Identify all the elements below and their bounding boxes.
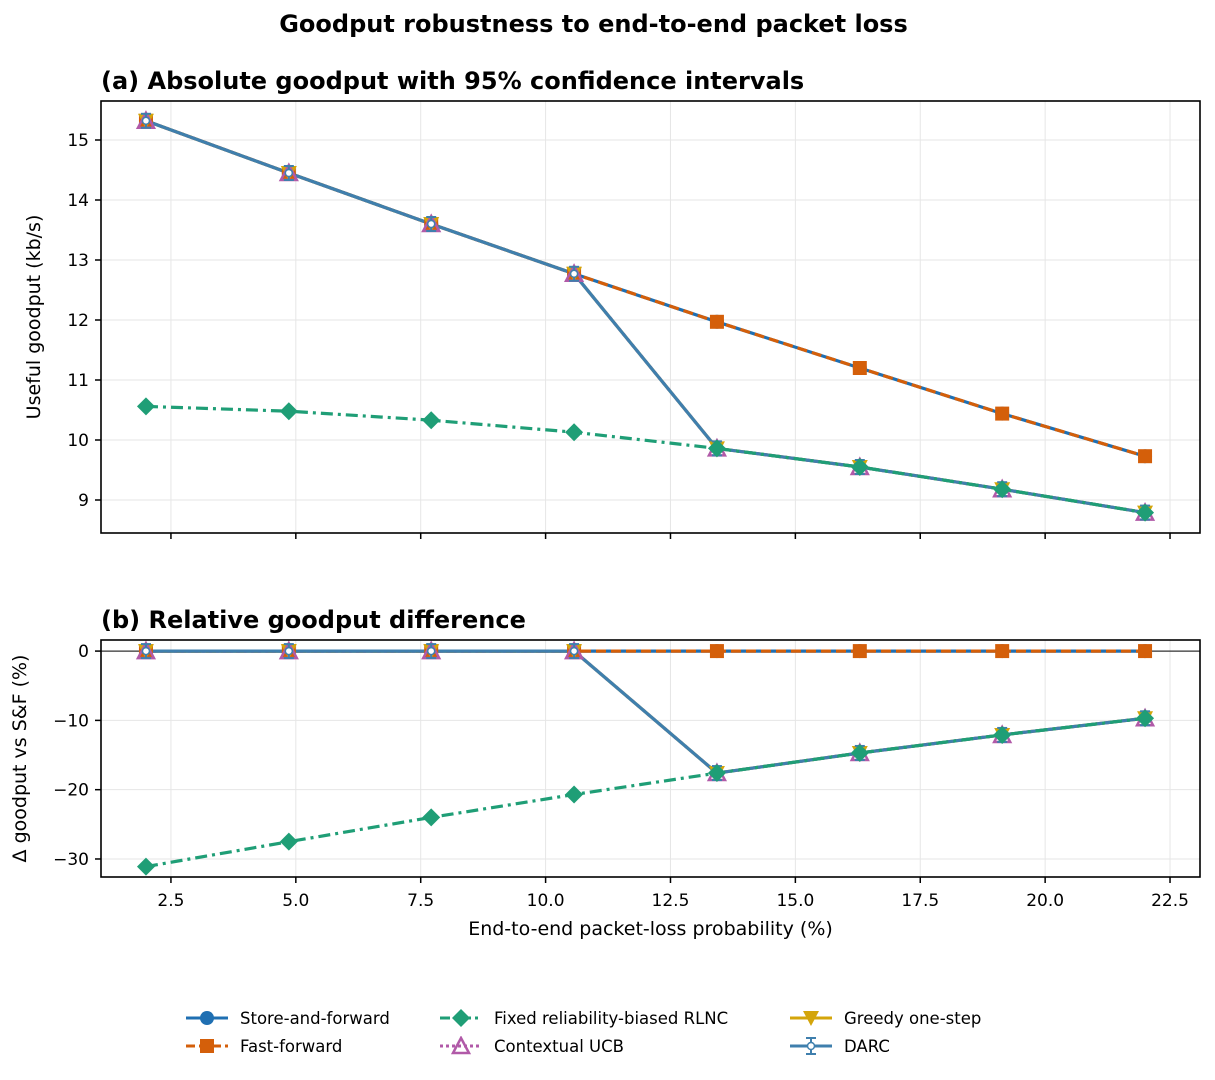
x-tick-label: 15.0 [776, 891, 814, 911]
data-point-fixed-rlnc [422, 411, 441, 430]
y-tick-label: 9 [78, 491, 89, 511]
data-point-fast-forward [852, 644, 867, 659]
data-point-fixed-rlnc [993, 725, 1012, 744]
y-tick-label: 14 [67, 191, 89, 211]
data-point-fixed-rlnc [850, 743, 869, 762]
y-axis-label: Useful goodput (kb/s) [23, 215, 45, 420]
data-point-fast-forward [995, 406, 1010, 421]
x-tick-label: 10.0 [527, 891, 565, 911]
y-axis-label: Δ goodput vs S&F (%) [9, 655, 31, 863]
data-point-darc [426, 219, 436, 229]
x-tick-label: 17.5 [901, 891, 939, 911]
data-point-darc [141, 646, 151, 656]
y-tick-label: −20 [53, 781, 89, 801]
legend-item-greedy: Greedy one-step [788, 1008, 981, 1028]
legend-marker-diamond-icon [440, 1009, 482, 1027]
x-tick-label: 22.5 [1151, 891, 1189, 911]
series-line-fast-forward [145, 119, 1146, 458]
data-point-darc [141, 116, 151, 126]
legend-label: Store-and-forward [240, 1008, 390, 1028]
y-tick-label: 10 [67, 431, 89, 451]
y-tick-label: 11 [67, 371, 89, 391]
data-point-fast-forward [995, 644, 1010, 659]
legend-label: Contextual UCB [494, 1036, 624, 1056]
legend-label: Fixed reliability-biased RLNC [494, 1008, 729, 1028]
data-point-fast-forward [709, 314, 724, 329]
data-point-darc [569, 269, 579, 279]
data-point-fast-forward [1138, 449, 1153, 464]
legend-marker-square-icon [186, 1039, 228, 1053]
panel-a: 9 10 11 12 13 14 15 (a) Absolute goodput with 9… [23, 67, 1201, 539]
data-point-fast-forward [1138, 644, 1153, 659]
legend-label: Greedy one-step [844, 1008, 982, 1028]
panel-b: 2.5 5.0 7.5 10.0 12.5 15.0 17.5 20.0 22.5 0 −10 −20… [9, 606, 1201, 940]
data-point-fixed-rlnc [279, 832, 298, 851]
legend-label: DARC [844, 1036, 890, 1056]
panel-title: (a) Absolute goodput with 95% confidence… [101, 67, 804, 95]
data-point-fixed-rlnc [850, 458, 869, 476]
x-tick-label: 2.5 [157, 891, 184, 911]
data-point-darc [569, 646, 579, 656]
data-point-darc [284, 168, 294, 178]
data-point-fixed-rlnc [279, 402, 298, 421]
data-point-fixed-rlnc [707, 439, 726, 458]
data-point-fixed-rlnc [565, 423, 584, 442]
x-tick-label: 12.5 [652, 891, 690, 911]
data-point-fixed-rlnc [1136, 503, 1155, 522]
legend-marker-triangle-down-icon [790, 1011, 832, 1026]
chart-canvas: 9 10 11 12 13 14 15 (a) Absolute goodput with 9… [9, 67, 1201, 940]
data-point-fixed-rlnc [136, 857, 155, 876]
panel-title: (b) Relative goodput difference [101, 606, 526, 634]
legend-item-darc: DARC [788, 1036, 890, 1056]
data-point-fixed-rlnc [1136, 709, 1155, 728]
y-tick-label: 15 [67, 131, 89, 151]
data-point-fixed-rlnc [422, 808, 441, 827]
data-point-darc [426, 646, 436, 656]
figure-suptitle: Goodput robustness to end-to-end packet … [279, 10, 908, 38]
data-point-fixed-rlnc [993, 480, 1012, 499]
y-tick-label: −10 [53, 711, 89, 731]
plot-frame [100, 639, 1201, 878]
legend-label: Fast-forward [240, 1036, 343, 1056]
legend-item-fast-forward: Fast-forward [184, 1036, 342, 1056]
y-tick-label: 0 [78, 642, 89, 662]
legend-marker-point-icon [790, 1037, 832, 1055]
legend: Store-and-forward Fast-forward Fixed rel… [184, 1008, 1084, 1068]
legend-item-contextual-ucb: Contextual UCB [438, 1036, 624, 1056]
data-point-fast-forward [709, 644, 724, 659]
series-line-fixed-rlnc [145, 716, 1146, 869]
series-line-fixed-rlnc [145, 404, 1146, 515]
x-axis-label: End-to-end packet-loss probability (%) [468, 918, 833, 940]
data-point-fast-forward [852, 361, 867, 375]
legend-marker-triangle-up-icon [440, 1036, 482, 1055]
plot-frame [100, 100, 1201, 534]
data-point-darc [284, 646, 294, 656]
x-tick-label: 20.0 [1026, 891, 1064, 911]
y-tick-label: −30 [53, 850, 89, 870]
x-tick-label: 7.5 [407, 891, 434, 911]
y-tick-label: 12 [67, 311, 89, 331]
x-tick-label: 5.0 [282, 891, 309, 911]
legend-marker-circle-icon [186, 1011, 228, 1025]
data-point-fixed-rlnc [707, 764, 726, 783]
data-point-fixed-rlnc [565, 785, 584, 804]
legend-item-store-and-forward: Store-and-forward [184, 1008, 390, 1028]
legend-item-fixed-rlnc: Fixed reliability-biased RLNC [438, 1008, 728, 1028]
y-tick-label: 13 [67, 251, 89, 271]
data-point-fixed-rlnc [136, 397, 155, 416]
